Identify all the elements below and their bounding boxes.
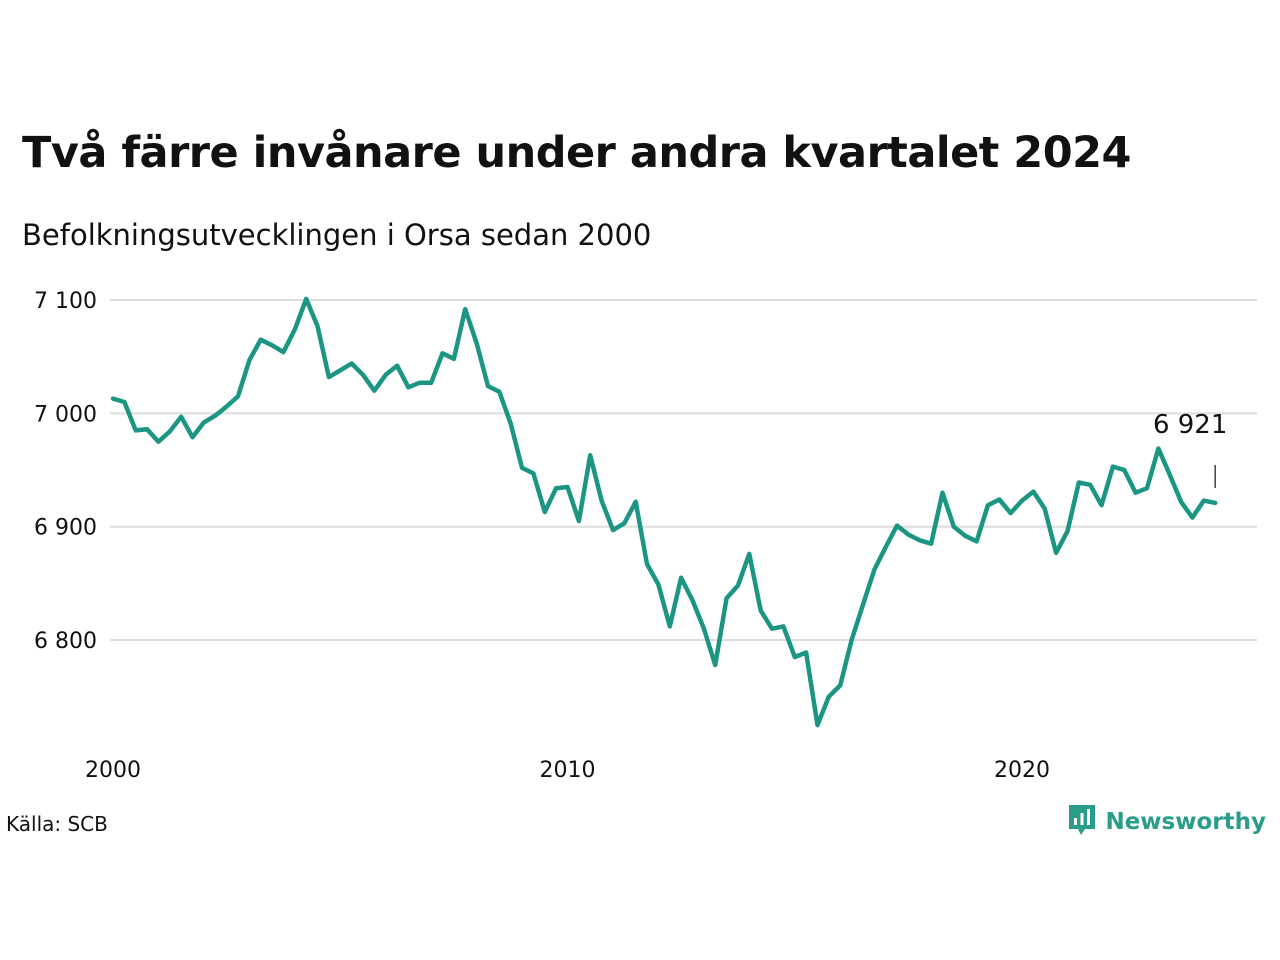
population-series-line [110, 296, 1218, 728]
brand-logo[interactable]: Newsworthy [1067, 803, 1266, 841]
x-tick-label: 2010 [540, 758, 596, 783]
x-axis-labels: 2000 2010 2020 [85, 758, 1050, 783]
chart-title: Två färre invånare under andra kvartalet… [22, 128, 1131, 178]
y-tick-label: 7 000 [34, 402, 97, 427]
x-tick-label: 2020 [994, 758, 1050, 783]
y-tick-label: 7 100 [34, 289, 97, 314]
source-note: Källa: SCB [6, 812, 108, 836]
brand-name: Newsworthy [1105, 809, 1266, 835]
y-tick-label: 6 800 [34, 629, 97, 654]
y-tick-label: 6 900 [34, 516, 97, 541]
x-tick-label: 2000 [85, 758, 141, 783]
newsworthy-logo-icon [1067, 803, 1097, 841]
y-axis-labels: 6 800 6 900 7 000 7 100 [34, 289, 97, 654]
chart-subtitle: Befolkningsutvecklingen i Orsa sedan 200… [22, 218, 652, 252]
gridlines [110, 299, 1257, 642]
end-value-label: 6 921 [1153, 410, 1227, 440]
